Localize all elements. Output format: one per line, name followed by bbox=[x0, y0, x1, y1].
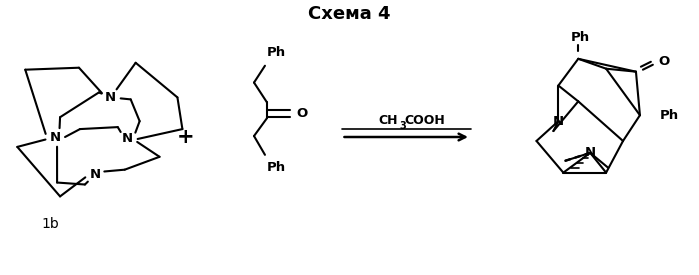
Text: N: N bbox=[106, 91, 116, 104]
Text: CH: CH bbox=[378, 114, 398, 127]
Text: N: N bbox=[89, 168, 101, 181]
Text: N: N bbox=[50, 131, 61, 144]
Text: 3: 3 bbox=[399, 121, 406, 131]
Polygon shape bbox=[565, 159, 570, 161]
Polygon shape bbox=[585, 152, 590, 155]
Text: 1b: 1b bbox=[41, 217, 59, 231]
Text: Ph: Ph bbox=[570, 31, 590, 43]
Text: +: + bbox=[177, 127, 194, 147]
Text: N: N bbox=[122, 133, 134, 145]
Text: COOH: COOH bbox=[404, 114, 445, 127]
Text: N: N bbox=[553, 115, 564, 128]
Text: Ph: Ph bbox=[266, 161, 285, 174]
Text: Ph: Ph bbox=[660, 109, 679, 122]
Text: Схема 4: Схема 4 bbox=[308, 5, 391, 23]
Polygon shape bbox=[575, 156, 580, 158]
Text: O: O bbox=[296, 107, 308, 120]
Text: N: N bbox=[584, 146, 596, 159]
Text: O: O bbox=[658, 55, 670, 68]
Text: Ph: Ph bbox=[266, 46, 285, 59]
